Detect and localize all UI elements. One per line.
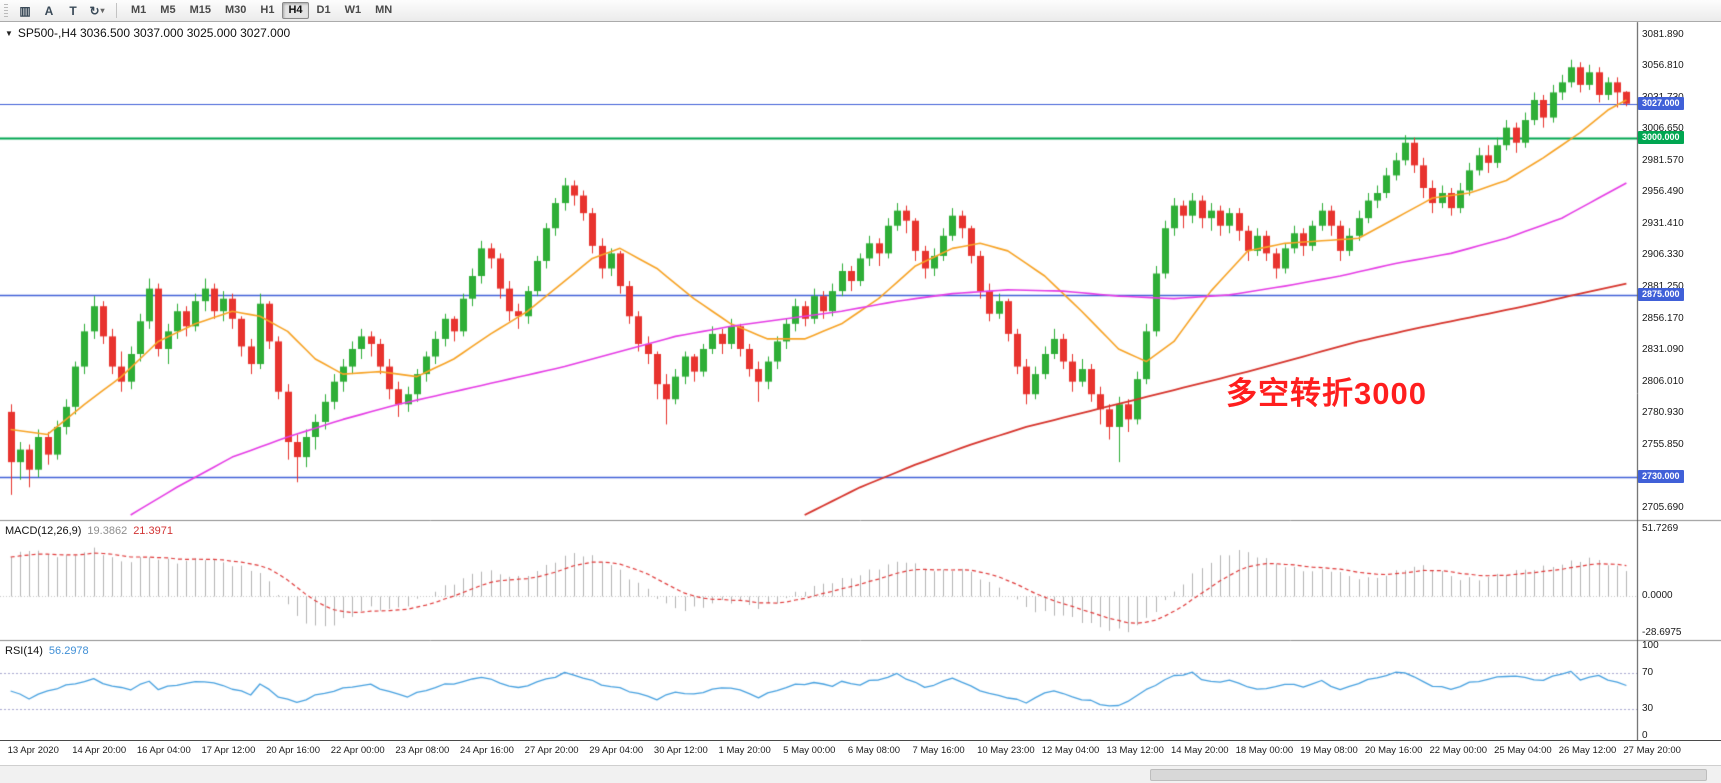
price-tick-label: 2981.570 <box>1642 154 1684 166</box>
price-tick-label: 2931.410 <box>1642 217 1684 229</box>
price-tick-label: 2780.930 <box>1642 407 1684 419</box>
time-tick-label: 19 May 08:00 <box>1300 745 1358 756</box>
rsi-tick-label: 100 <box>1642 640 1659 651</box>
timeframe-button-h1[interactable]: H1 <box>260 4 275 16</box>
time-tick-label: 16 Apr 04:00 <box>136 745 191 756</box>
time-tick-label: 24 Apr 16:00 <box>460 745 514 756</box>
price-tick-label: 2806.010 <box>1642 375 1684 387</box>
time-tick-label: 20 Apr 16:00 <box>266 745 321 756</box>
timeframe-button-m30[interactable]: M30 <box>224 4 247 16</box>
time-tick-label: 6 May 08:00 <box>847 745 901 756</box>
time-tick-label: 17 Apr 12:00 <box>201 745 256 756</box>
time-tick-label: 18 May 00:00 <box>1235 745 1294 756</box>
time-tick-label: 13 May 12:00 <box>1106 745 1164 756</box>
price-tick-label: 2831.090 <box>1642 344 1684 356</box>
timeframe-button-mn[interactable]: MN <box>375 4 393 16</box>
timeframe-button-m15[interactable]: M15 <box>189 4 211 16</box>
time-tick-label: 5 May 00:00 <box>783 745 836 756</box>
price-tick-label: 2906.330 <box>1642 249 1684 261</box>
price-tick-label: 2856.170 <box>1642 312 1684 324</box>
toolbar-grip[interactable] <box>4 3 8 18</box>
rsi-indicator-name: RSI(14) <box>5 645 43 657</box>
collapse-arrow-icon[interactable]: ▼ <box>5 29 13 38</box>
chart-title: ▼ SP500-,H4 3036.500 3037.000 3025.000 30… <box>5 26 290 40</box>
macd-tick-label: 0.0000 <box>1642 589 1673 601</box>
price-tick-label: 3006.650 <box>1642 123 1684 135</box>
price-tick-label: 2705.690 <box>1642 501 1684 513</box>
macd-indicator-name: MACD(12,26,9) <box>5 525 82 537</box>
timeframe-button-m1[interactable]: M1 <box>131 4 147 16</box>
toolbar-icon-group: ▥ A T ↻ ▾ <box>13 1 109 20</box>
dropdown-caret-icon: ▾ <box>100 6 105 15</box>
macd-signal-value: 21.3971 <box>133 525 173 537</box>
annotate-a-icon[interactable]: A <box>44 3 54 18</box>
macd-tick-label: -28.6975 <box>1642 627 1682 639</box>
macd-tick-label: 51.7269 <box>1642 522 1679 534</box>
price-tick-label: 3056.810 <box>1642 60 1684 72</box>
price-scale[interactable]: 3081.8903056.8103031.7303006.6502981.570… <box>1637 0 1721 765</box>
timeframe-button-d1[interactable]: D1 <box>316 4 331 16</box>
time-tick-label: 10 May 23:00 <box>977 745 1035 756</box>
time-tick-label: 7 May 16:00 <box>912 745 965 756</box>
rsi-label: RSI(14) 56.2978 <box>5 645 89 657</box>
price-level-badge: 3000.000 <box>1638 130 1684 144</box>
rsi-tick-label: 30 <box>1642 703 1654 714</box>
timeframe-button-h4[interactable]: H4 <box>282 2 309 19</box>
time-axis[interactable]: 13 Apr 2020 14 Apr 20:00 16 Apr 04:00 17 Ap… <box>0 740 1721 765</box>
price-level-badge: 2730.000 <box>1638 470 1684 484</box>
timeframe-button-w1[interactable]: W1 <box>344 4 362 16</box>
text-tool-icon[interactable]: T <box>69 3 77 18</box>
ohlc-readout: SP500-,H4 3036.500 3037.000 3025.000 302… <box>17 26 291 40</box>
time-tick-label: 13 Apr 2020 <box>7 745 59 756</box>
rsi-tick-label: 0 <box>1642 730 1648 741</box>
time-tick-label: 14 Apr 20:00 <box>72 745 127 756</box>
chart-type-icon[interactable]: ▥ <box>19 3 31 18</box>
price-tick-label: 3081.890 <box>1642 28 1684 40</box>
cycle-dropdown-icon[interactable]: ↻ ▾ <box>89 3 105 18</box>
rsi-value: 56.2978 <box>48 645 89 657</box>
time-tick-label: 27 Apr 20:00 <box>524 745 579 756</box>
price-level-badge: 2875.000 <box>1638 287 1684 301</box>
chart-annotation[interactable]: 多空转折3000 <box>1226 376 1427 411</box>
price-tick-label: 2956.490 <box>1642 186 1684 198</box>
time-tick-label: 29 Apr 04:00 <box>589 745 644 756</box>
time-tick-label: 12 May 04:00 <box>1041 745 1100 756</box>
time-tick-label: 22 Apr 00:00 <box>330 745 385 756</box>
macd-main-value: 19.3862 <box>87 525 128 537</box>
rsi-tick-label: 70 <box>1642 667 1654 678</box>
horizontal-scrollbar[interactable] <box>0 765 1721 783</box>
toolbar: ▥ A T ↻ ▾ M1 M5 M15 M30 H1 H4 D1 W1 MN <box>0 0 1721 22</box>
time-tick-label: 25 May 04:00 <box>1494 745 1552 756</box>
time-tick-label: 14 May 20:00 <box>1170 745 1229 756</box>
price-tick-label: 2755.850 <box>1642 438 1684 450</box>
price-level-badge: 3027.000 <box>1638 96 1684 110</box>
time-tick-label: 20 May 16:00 <box>1364 745 1423 756</box>
time-tick-label: 1 May 20:00 <box>718 745 771 756</box>
scrollbar-thumb[interactable] <box>1150 769 1707 781</box>
timeframe-button-group: M1 M5 M15 M30 H1 H4 D1 W1 MN <box>124 2 399 19</box>
time-tick-label: 30 Apr 12:00 <box>653 745 708 756</box>
macd-label: MACD(12,26,9) 19.3862 21.3971 <box>5 525 173 537</box>
toolbar-separator <box>116 3 117 18</box>
time-tick-label: 27 May 20:00 <box>1623 745 1681 756</box>
time-tick-label: 23 Apr 08:00 <box>395 745 450 756</box>
price-tick-label: 2881.250 <box>1642 281 1684 293</box>
timeframe-button-m5[interactable]: M5 <box>160 4 176 16</box>
time-tick-label: 22 May 00:00 <box>1429 745 1488 756</box>
time-tick-label: 26 May 12:00 <box>1558 745 1617 756</box>
